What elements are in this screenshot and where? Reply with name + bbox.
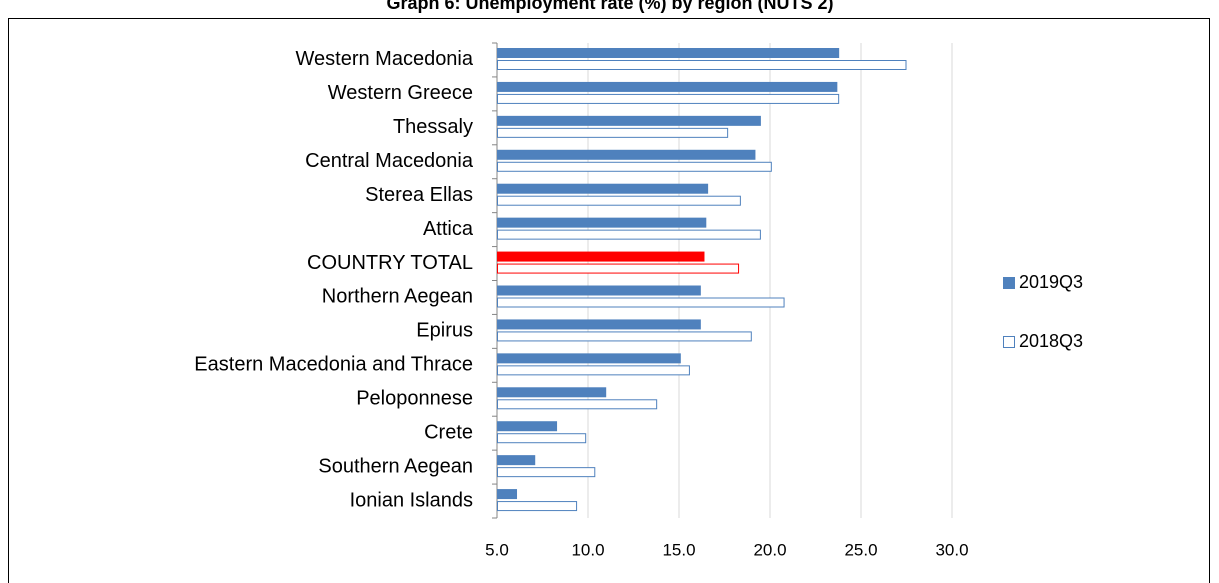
- x-tick-label: 30.0: [935, 540, 968, 559]
- bar: [497, 319, 701, 330]
- chart-title: Graph 6: Unemployment rate (%) by region…: [386, 0, 833, 13]
- bar: [497, 251, 705, 262]
- y-tick-label: Thessaly: [393, 116, 473, 138]
- bar: [497, 161, 772, 172]
- bar: [497, 183, 709, 194]
- bar: [497, 399, 658, 410]
- bar: [497, 48, 840, 58]
- bar: [497, 127, 729, 138]
- bar: [497, 217, 707, 228]
- bar: [497, 353, 681, 364]
- y-tick-label: Sterea Ellas: [365, 184, 473, 206]
- x-tick-label: 15.0: [662, 540, 695, 559]
- y-tick-label: Central Macedonia: [305, 150, 474, 172]
- bar: [497, 263, 740, 274]
- legend-label: 2018Q3: [1019, 331, 1083, 351]
- y-tick-label: Crete: [424, 421, 473, 443]
- bar: [497, 285, 701, 296]
- x-tick-label: 10.0: [571, 540, 604, 559]
- y-tick-label: Northern Aegean: [322, 286, 473, 308]
- bar: [497, 115, 761, 126]
- x-tick-label: 20.0: [753, 540, 786, 559]
- bar: [497, 489, 518, 500]
- y-tick-label: Western Greece: [328, 82, 473, 104]
- x-tick-label: 25.0: [844, 540, 877, 559]
- y-tick-label: Attica: [423, 218, 474, 240]
- bar: [497, 81, 838, 92]
- bar: [497, 149, 756, 160]
- bar: [497, 297, 785, 308]
- bar: [497, 365, 690, 376]
- bar: [497, 195, 741, 206]
- y-tick-label: COUNTRY TOTAL: [307, 252, 473, 274]
- bar: [497, 229, 761, 240]
- bar: [497, 421, 558, 432]
- y-tick-label: Western Macedonia: [296, 48, 474, 70]
- bar: [497, 455, 536, 466]
- legend-label: 2019Q3: [1019, 272, 1083, 292]
- bar: [497, 387, 607, 398]
- bar: [497, 501, 578, 512]
- y-tick-label: Epirus: [416, 320, 473, 342]
- y-tick-label: Ionian Islands: [350, 489, 473, 511]
- bar: [497, 60, 907, 70]
- legend-swatch: [1003, 336, 1015, 348]
- bar: [497, 433, 587, 444]
- x-tick-label: 5.0: [485, 540, 509, 559]
- legend-swatch: [1003, 277, 1015, 289]
- y-tick-label: Southern Aegean: [318, 455, 473, 477]
- bar: [497, 93, 840, 104]
- bar: [497, 331, 752, 342]
- y-tick-label: Peloponnese: [356, 388, 473, 410]
- bar: [497, 467, 596, 478]
- y-tick-label: Eastern Macedonia and Thrace: [194, 354, 473, 376]
